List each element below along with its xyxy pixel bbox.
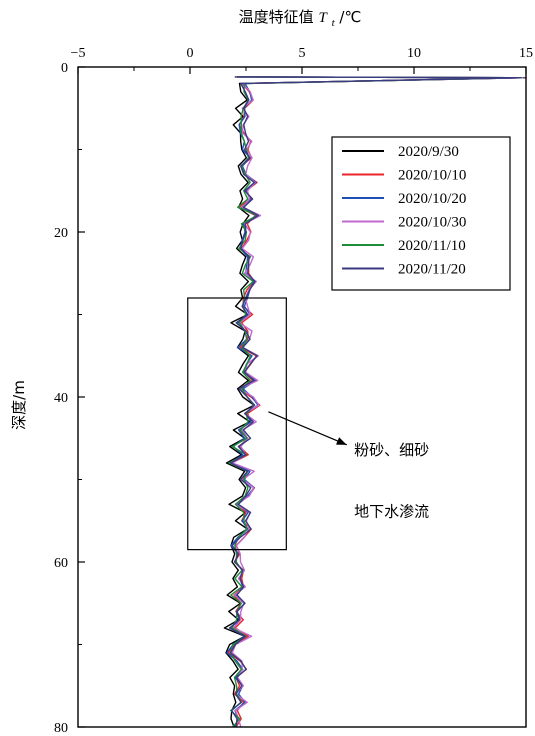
x-tick-label-1: 0 [187, 46, 194, 61]
x-tick-label-4: 15 [519, 46, 533, 61]
legend-label-2: 2020/10/20 [398, 191, 466, 207]
annotation-1: 地下水渗流 [354, 503, 429, 521]
plot-frame [77, 66, 527, 728]
x-axis-title-unit: /℃ [339, 8, 361, 26]
series-line-3 [231, 76, 524, 728]
legend-label-1: 2020/10/10 [398, 168, 466, 184]
annotation-arrow [268, 411, 348, 446]
x-tick-label-2: 5 [299, 46, 306, 61]
x-axis: −5 0 5 10 15 [71, 46, 533, 74]
x-axis-title: 温度特征值 T t /℃ [239, 8, 362, 30]
y-axis-title: 深度/m [10, 380, 28, 430]
x-axis-title-text: 温度特征值 [239, 8, 314, 26]
legend: 2020/9/30 2020/10/10 2020/10/20 2020/10/30 2… [331, 136, 511, 291]
y-tick-label-2: 40 [54, 391, 68, 406]
x-axis-title-symbol: T [318, 10, 328, 26]
annotation-0: 粉砂、细砂 [354, 441, 429, 459]
y-tick-label-3: 60 [54, 556, 68, 571]
y-tick-label-4: 80 [54, 721, 68, 736]
arrow-line [268, 411, 348, 446]
x-axis-title-subscript: t [332, 17, 336, 29]
y-tick-label-1: 20 [54, 226, 68, 241]
y-axis: 0 20 40 60 80 [54, 61, 85, 736]
x-tick-label-3: 10 [407, 46, 421, 61]
y-tick-label-0: 0 [61, 61, 68, 76]
x-tick-label-0: −5 [71, 46, 86, 61]
highlight-box [187, 297, 287, 551]
legend-box [331, 136, 511, 291]
legend-label-3: 2020/10/30 [398, 215, 466, 231]
series-line-0 [223, 76, 527, 728]
legend-label-5: 2020/11/20 [398, 262, 466, 278]
plot-series [223, 76, 527, 728]
arrow-head [336, 437, 347, 445]
legend-label-4: 2020/11/10 [398, 238, 466, 254]
series-line-5 [228, 76, 522, 728]
legend-label-0: 2020/9/30 [398, 144, 459, 160]
